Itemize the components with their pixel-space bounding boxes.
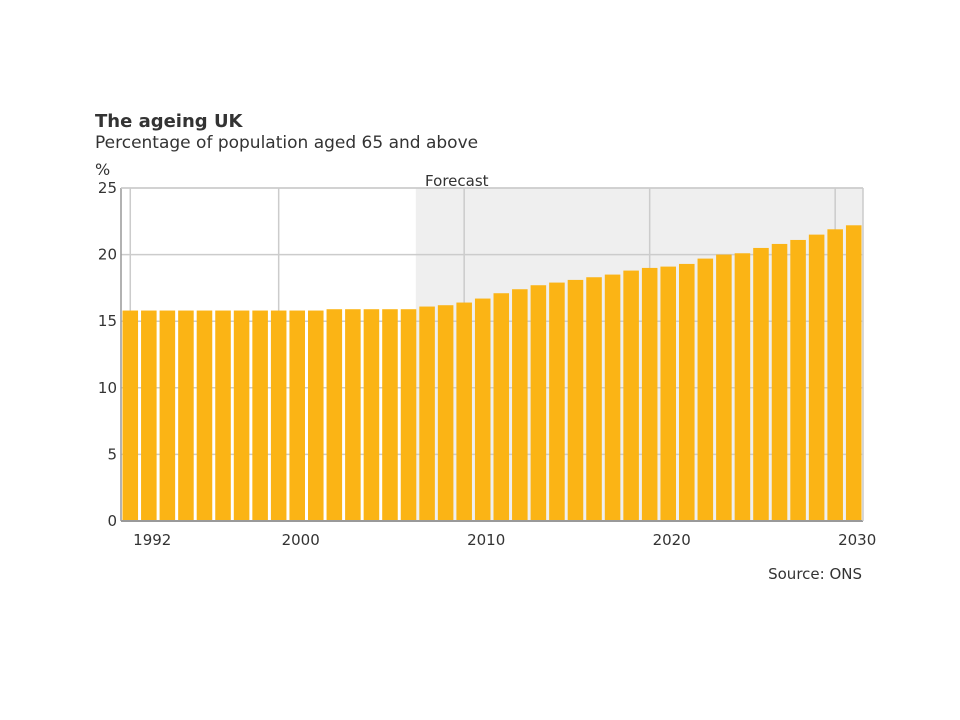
bar xyxy=(827,229,843,522)
bar xyxy=(567,279,584,521)
bar xyxy=(308,310,324,521)
bar xyxy=(604,274,621,521)
bar xyxy=(178,310,194,521)
y-axis-unit-label: % xyxy=(95,160,110,179)
source-note: Source: ONS xyxy=(768,565,862,583)
x-tick-label: 2030 xyxy=(838,531,876,549)
bar xyxy=(790,239,806,521)
x-tick-label: 2010 xyxy=(467,531,505,549)
chart-title: The ageing UK xyxy=(95,111,243,132)
bar xyxy=(623,270,639,521)
bar xyxy=(753,247,769,521)
bar xyxy=(215,310,231,521)
y-tick-label: 0 xyxy=(107,512,117,530)
bar xyxy=(474,298,491,521)
x-tick-label: 1992 xyxy=(133,531,171,549)
bar xyxy=(679,263,695,521)
y-tick-label: 25 xyxy=(98,179,117,197)
x-tick-label: 2020 xyxy=(653,531,691,549)
axes xyxy=(120,187,864,522)
bar xyxy=(808,234,825,521)
chart-subtitle: Percentage of population aged 65 and abo… xyxy=(95,133,479,153)
bar xyxy=(845,225,862,521)
bar xyxy=(382,309,398,521)
bar xyxy=(363,309,380,521)
bar xyxy=(122,310,139,521)
y-tick-label: 20 xyxy=(98,246,117,264)
bar xyxy=(326,309,343,521)
bar xyxy=(493,293,510,521)
bar xyxy=(586,277,602,521)
bar xyxy=(512,289,528,521)
bar xyxy=(530,285,547,521)
bar xyxy=(233,310,250,521)
y-tick-label: 15 xyxy=(98,312,117,330)
bar xyxy=(437,305,454,521)
bar xyxy=(345,309,361,521)
x-tick-labels: 1992 2000 2010 2020 2030 xyxy=(133,531,876,549)
bar xyxy=(641,267,658,521)
forecast-label: Forecast xyxy=(425,172,489,190)
bar xyxy=(141,310,157,521)
bar xyxy=(549,282,565,521)
bar xyxy=(771,243,788,521)
bars xyxy=(122,225,862,522)
bar xyxy=(252,310,268,521)
bar xyxy=(660,266,676,521)
bar xyxy=(734,253,751,521)
x-tick-label: 2000 xyxy=(282,531,320,549)
bar xyxy=(419,306,435,521)
y-tick-labels: 0 5 10 15 20 25 xyxy=(98,179,117,530)
bar xyxy=(289,310,305,521)
bar xyxy=(697,258,714,521)
bar xyxy=(456,302,472,521)
bar xyxy=(270,310,287,521)
y-tick-label: 5 xyxy=(107,445,117,463)
y-tick-label: 10 xyxy=(98,379,117,397)
bar xyxy=(159,310,176,521)
bar xyxy=(196,310,213,521)
bar xyxy=(716,254,732,521)
bar xyxy=(400,309,417,521)
